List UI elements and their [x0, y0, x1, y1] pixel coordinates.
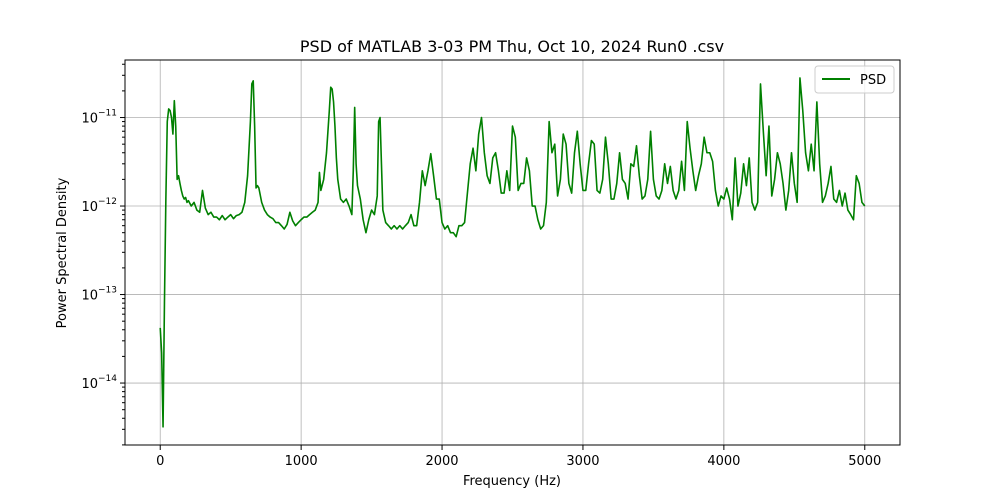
x-axis-label: Frequency (Hz) — [463, 474, 561, 489]
chart-title: PSD of MATLAB 3-03 PM Thu, Oct 10, 2024 … — [300, 37, 724, 56]
y-tick-label: 10−14 — [81, 374, 117, 392]
plot-area — [159, 77, 866, 428]
y-tick-label-base: 10 — [81, 112, 98, 127]
legend-box — [814, 65, 895, 94]
ticks: 0 1000 2000 3000 4000 500010−1410−1310−1210−1… — [81, 63, 881, 469]
y-tick-label-exponent: −11 — [98, 109, 117, 119]
y-tick-label: 10−12 — [81, 197, 117, 215]
x-tick-label: 5000 — [848, 454, 881, 469]
x-tick-label: 4000 — [707, 454, 740, 469]
y-tick-label-base: 10 — [81, 200, 98, 215]
y-tick-label-exponent: −14 — [98, 374, 117, 384]
y-tick-label-exponent: −12 — [98, 197, 117, 207]
y-axis-label: Power Spectral Density — [55, 177, 70, 328]
grid — [125, 60, 900, 445]
legend: PSD — [814, 65, 895, 94]
x-tick-label: 0 — [156, 454, 164, 469]
y-tick-label: 10−13 — [81, 286, 117, 304]
y-tick-label-base: 10 — [81, 377, 98, 392]
x-tick-label: 1000 — [285, 454, 318, 469]
legend-label-psd: PSD — [860, 73, 886, 88]
psd-series-line — [159, 77, 866, 428]
y-tick-label: 10−11 — [81, 109, 117, 127]
y-tick-label-base: 10 — [81, 289, 98, 304]
x-tick-label: 2000 — [425, 454, 458, 469]
y-tick-label-exponent: −13 — [98, 286, 117, 296]
x-tick-label: 3000 — [566, 454, 599, 469]
